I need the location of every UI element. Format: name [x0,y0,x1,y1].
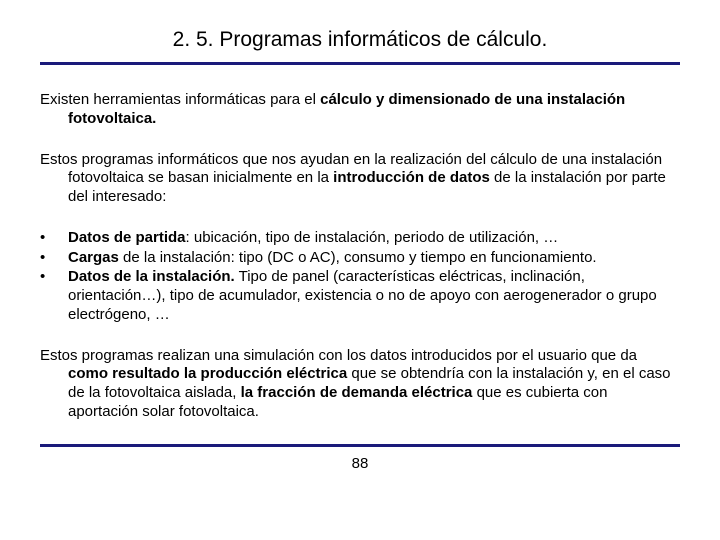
paragraph-intro: Existen herramientas informáticas para e… [68,91,680,129]
bullet-content: Datos de partida: ubicación, tipo de ins… [68,229,680,248]
paragraph-result: Estos programas realizan una simulación … [68,347,680,422]
bullet-list: • Datos de partida: ubicación, tipo de i… [40,229,680,325]
bullet-icon: • [40,268,68,324]
p3-pre: Estos programas realizan una simulación … [40,347,637,364]
bullet-icon: • [40,249,68,268]
page-number: 88 [40,455,680,472]
bullet-tail: de la instalación: tipo (DC o AC), consu… [119,249,597,266]
p3-b1: como resultado la producción eléctrica [68,365,347,382]
list-item: • Cargas de la instalación: tipo (DC o A… [40,249,680,268]
p3-b2: la fracción de demanda eléctrica [241,384,473,401]
bullet-bold: Cargas [68,249,119,266]
bullet-tail: : ubicación, tipo de instalación, period… [186,229,559,246]
bullet-content: Cargas de la instalación: tipo (DC o AC)… [68,249,680,268]
slide-title: 2. 5. Programas informáticos de cálculo. [40,28,680,52]
list-item: • Datos de partida: ubicación, tipo de i… [40,229,680,248]
divider-top [40,62,680,65]
bullet-bold: Datos de la instalación. [68,268,235,285]
p1-text: Existen herramientas informáticas para e… [40,91,320,108]
bullet-icon: • [40,229,68,248]
divider-bottom [40,444,680,447]
p2-bold: introducción de datos [333,169,490,186]
list-item: • Datos de la instalación. Tipo de panel… [40,268,680,324]
paragraph-basis: Estos programas informáticos que nos ayu… [68,151,680,207]
bullet-bold: Datos de partida [68,229,186,246]
bullet-content: Datos de la instalación. Tipo de panel (… [68,268,680,324]
